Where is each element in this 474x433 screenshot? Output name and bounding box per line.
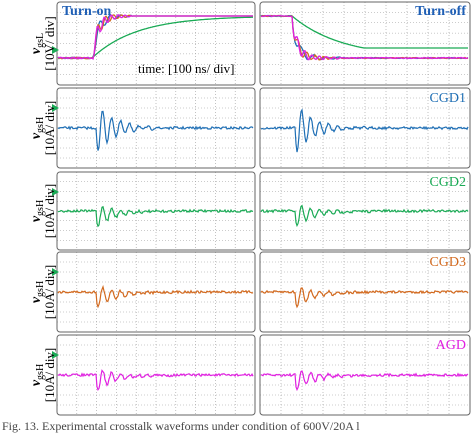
- panel-frame: [56, 1, 256, 86]
- level-marker: [52, 104, 59, 112]
- y-axis-unit: [10A/ div]: [42, 265, 57, 320]
- waveform: [57, 14, 253, 60]
- panel-frame: [259, 87, 471, 169]
- trace-name: AGD: [436, 338, 466, 353]
- y-axis-label: vgsL: [29, 33, 46, 54]
- turn-on-label: Turn-on: [62, 4, 112, 19]
- panel-frame: [56, 87, 256, 169]
- waveform: [260, 287, 469, 309]
- turn-off-label: Turn-off: [415, 4, 466, 19]
- subscript: gsH: [35, 117, 46, 133]
- waveform: [57, 284, 254, 309]
- panel-frame: [259, 334, 471, 416]
- symbol: v: [29, 132, 44, 139]
- panel-frame: [259, 251, 471, 333]
- waveform: [57, 205, 254, 228]
- y-axis-label: vgsH: [29, 364, 46, 386]
- panel-frame: [259, 171, 471, 251]
- symbol: v: [29, 215, 44, 222]
- trace-name: CGD2: [429, 175, 466, 190]
- waveform: [57, 16, 253, 60]
- waveform: [57, 369, 254, 391]
- symbol: v: [29, 379, 44, 386]
- waveform: [260, 14, 469, 61]
- waveform: [260, 108, 469, 153]
- level-marker: [52, 351, 59, 359]
- trace-name: CGD1: [429, 91, 466, 106]
- waveform: [260, 370, 469, 392]
- y-axis-label: vgsH: [29, 200, 46, 222]
- subscript: gsH: [35, 281, 46, 297]
- level-marker: [52, 268, 59, 276]
- y-axis-label: vgsH: [29, 281, 46, 303]
- level-marker: [52, 188, 59, 196]
- waveform: [57, 14, 253, 60]
- waveform: [260, 204, 469, 228]
- panel-frame: [56, 171, 256, 251]
- symbol: v: [29, 47, 44, 54]
- panel-frame: [56, 334, 256, 416]
- y-axis-unit: [10V/ div]: [42, 16, 57, 71]
- waveform: [57, 14, 253, 61]
- symbol: v: [29, 296, 44, 303]
- y-axis-unit: [10A/ div]: [42, 101, 57, 156]
- y-axis-unit: [10A/ div]: [42, 348, 57, 403]
- caption: Fig. 13. Experimental crosstalk waveform…: [2, 419, 360, 433]
- waveform: [57, 110, 254, 151]
- panel-frame: [56, 251, 256, 333]
- trace-name: CGD3: [429, 255, 466, 270]
- y-axis-label: vgsH: [29, 117, 46, 139]
- waveform: [260, 14, 468, 49]
- subscript: gsH: [35, 364, 46, 380]
- y-axis-unit: [10A/ div]: [42, 184, 57, 239]
- time-scale: time: [100 ns/ div]: [138, 61, 234, 76]
- panel-frame: [259, 1, 471, 86]
- subscript: gsH: [35, 200, 46, 216]
- level-marker: [52, 46, 59, 54]
- subscript: gsL: [35, 33, 46, 48]
